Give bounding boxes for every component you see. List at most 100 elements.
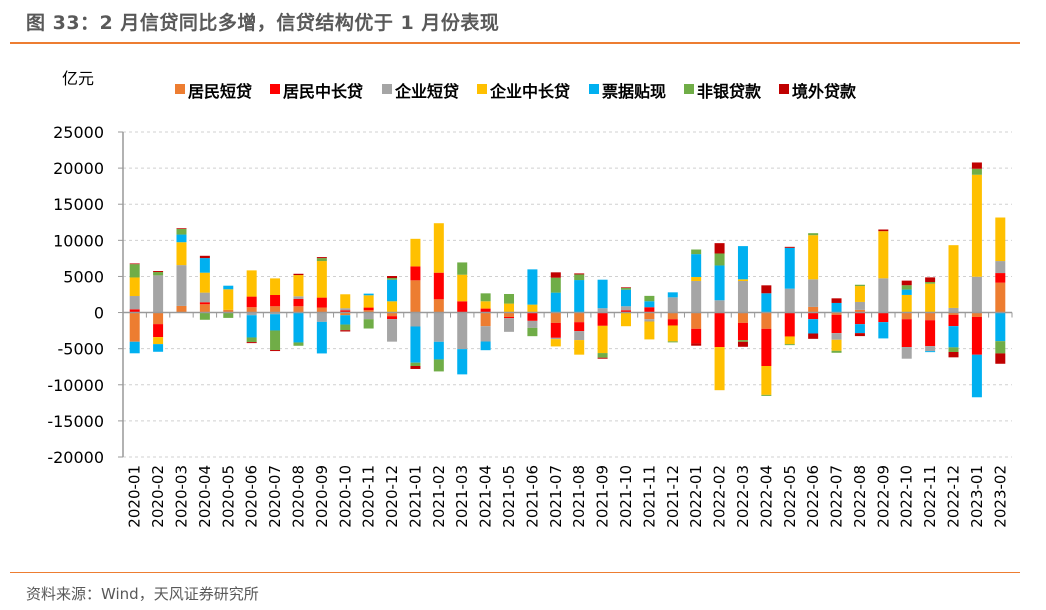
bar-segment bbox=[831, 312, 842, 315]
bar-segment bbox=[808, 279, 819, 307]
legend-label: 非银贷款 bbox=[697, 82, 762, 101]
x-tick-label: 2020-04 bbox=[196, 465, 214, 528]
bars bbox=[129, 162, 1006, 398]
legend-swatch bbox=[684, 84, 694, 94]
bar-segment bbox=[387, 316, 398, 320]
bar-segment bbox=[620, 288, 631, 290]
x-tick-label: 2020-02 bbox=[149, 465, 167, 528]
bar-segment bbox=[550, 277, 561, 293]
bar-segment bbox=[153, 337, 164, 345]
bar-segment bbox=[691, 343, 702, 346]
bar-segment bbox=[691, 277, 702, 281]
bar-segment bbox=[176, 242, 187, 266]
bar-segment bbox=[527, 327, 538, 337]
bar-segment bbox=[246, 312, 257, 316]
bar-segment bbox=[340, 308, 351, 311]
bar-segment bbox=[784, 288, 795, 313]
bar-segment bbox=[527, 304, 538, 313]
bar-segment bbox=[597, 279, 608, 309]
bar-segment bbox=[901, 280, 912, 286]
bar-segment bbox=[293, 273, 304, 276]
bar-segment bbox=[433, 299, 444, 313]
bar-segment bbox=[784, 344, 795, 346]
bar-segment bbox=[925, 351, 936, 353]
bar-segment bbox=[480, 308, 491, 313]
x-tick-label: 2022-02 bbox=[711, 465, 729, 528]
bar-segment bbox=[808, 306, 819, 313]
bar-segment bbox=[995, 273, 1006, 283]
bar-segment bbox=[667, 297, 678, 313]
bar-segment bbox=[129, 341, 140, 354]
x-tick-label: 2022-01 bbox=[687, 465, 705, 528]
bar-segment bbox=[270, 278, 281, 296]
bar-segment bbox=[387, 279, 398, 302]
bar-segment bbox=[691, 312, 702, 329]
legend-label: 企业短贷 bbox=[394, 82, 459, 101]
bar-segment bbox=[620, 289, 631, 307]
bar-segment bbox=[597, 325, 608, 354]
bar-segment bbox=[480, 293, 491, 302]
bar-segment bbox=[714, 300, 725, 313]
bar-segment bbox=[246, 307, 257, 313]
bar-segment bbox=[667, 325, 678, 342]
bar-segment bbox=[667, 292, 678, 298]
bar-segment bbox=[363, 307, 374, 311]
bar-segment bbox=[714, 265, 725, 301]
x-tick-label: 2021-03 bbox=[453, 465, 471, 528]
bar-segment bbox=[504, 312, 515, 317]
bar-segment bbox=[129, 264, 140, 278]
x-tick-label: 2020-01 bbox=[126, 465, 144, 528]
bar-segment bbox=[644, 301, 655, 308]
bar-segment bbox=[737, 341, 748, 347]
bar-segment bbox=[761, 285, 772, 294]
bar-segment bbox=[737, 279, 748, 281]
bar-segment bbox=[644, 319, 655, 322]
bar-segment bbox=[153, 271, 164, 273]
title-divider bbox=[10, 42, 1020, 44]
bar-segment bbox=[667, 341, 678, 343]
bar-segment bbox=[971, 174, 982, 277]
y-tick-label: 15000 bbox=[53, 195, 104, 214]
bar-segment bbox=[316, 257, 327, 259]
bar-segment bbox=[831, 339, 842, 351]
bar-segment bbox=[433, 272, 444, 300]
bar-segment bbox=[480, 326, 491, 342]
bar-segment bbox=[176, 228, 187, 235]
bar-segment bbox=[574, 312, 585, 323]
x-tick-label: 2021-12 bbox=[664, 465, 682, 528]
bar-segment bbox=[153, 344, 164, 352]
bar-segment bbox=[153, 272, 164, 276]
bar-segment bbox=[691, 328, 702, 344]
bar-segment bbox=[784, 246, 795, 248]
bar-segment bbox=[410, 266, 421, 281]
bar-segment bbox=[597, 308, 608, 313]
bar-segment bbox=[293, 306, 304, 313]
bar-segment bbox=[620, 310, 631, 313]
bar-segment bbox=[808, 312, 819, 320]
bar-segment bbox=[550, 337, 561, 340]
bar-segment bbox=[246, 296, 257, 308]
y-tick-label: 20000 bbox=[53, 159, 104, 178]
bar-segment bbox=[223, 289, 234, 310]
legend-label: 企业中长贷 bbox=[489, 82, 570, 101]
bar-segment bbox=[925, 277, 936, 283]
bar-segment bbox=[644, 307, 655, 313]
bar-segment bbox=[410, 362, 421, 366]
bar-segment bbox=[176, 265, 187, 306]
bar-segment bbox=[153, 324, 164, 338]
bar-segment bbox=[878, 278, 889, 313]
legend-label: 票据贴现 bbox=[602, 82, 666, 101]
x-tick-label: 2023-02 bbox=[991, 465, 1009, 528]
bar-segment bbox=[457, 262, 468, 275]
bar-segment bbox=[831, 350, 842, 353]
bar-segment bbox=[901, 312, 912, 320]
bar-segment bbox=[574, 280, 585, 313]
bar-segment bbox=[925, 346, 936, 352]
bar-segment bbox=[246, 342, 257, 344]
axes: 25000 20000 15000 10000 5000 0 -5000 -10000 -150… bbox=[47, 123, 1013, 528]
bar-segment bbox=[433, 312, 444, 342]
x-tick-label: 2020-12 bbox=[383, 465, 401, 528]
bar-segment bbox=[129, 296, 140, 310]
bar-segment bbox=[270, 306, 281, 313]
